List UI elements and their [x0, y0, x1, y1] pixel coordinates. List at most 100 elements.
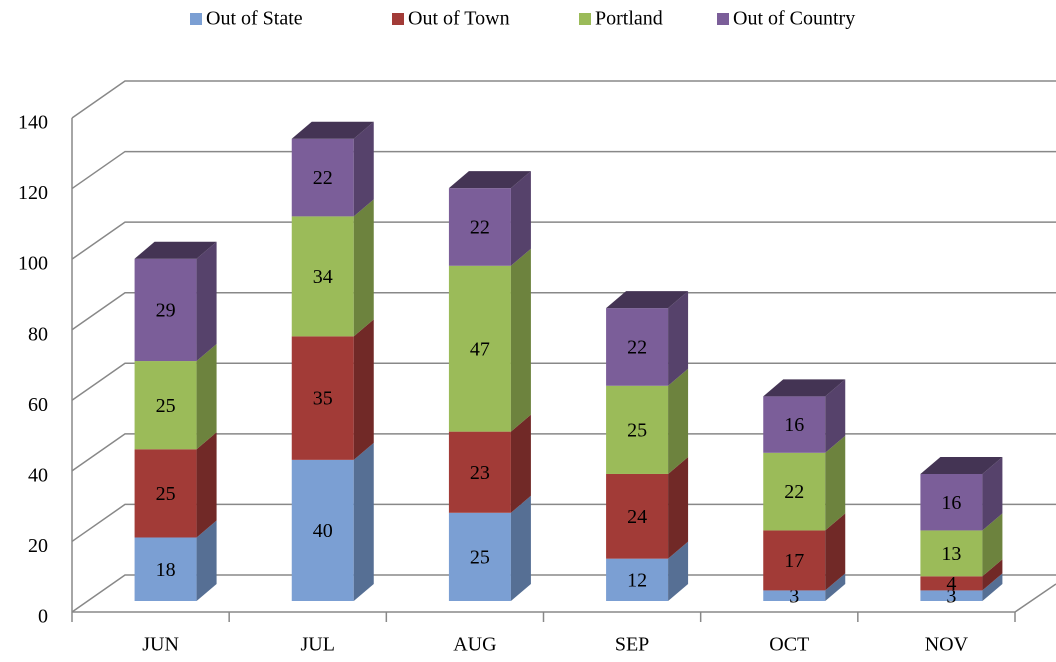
data-label: 22: [313, 167, 333, 189]
bar-segment: [134, 361, 197, 450]
y-tick-label: 40: [28, 464, 48, 486]
bar-segment: [763, 396, 826, 453]
data-label: 25: [470, 546, 490, 568]
bar-segment: [606, 558, 669, 601]
bar-segment: [920, 590, 983, 601]
bar-segment: [448, 431, 511, 513]
bar-top: [920, 456, 1003, 474]
bar-side: [196, 432, 217, 538]
bar-side: [668, 541, 689, 601]
bar-side: [825, 513, 846, 591]
data-label: 25: [156, 483, 176, 505]
bar-segment: [291, 459, 354, 601]
bar-segment: [763, 452, 826, 531]
grid-line: [71, 221, 1056, 260]
grid-line: [71, 150, 1056, 190]
grid-line: [71, 362, 1056, 401]
legend-swatch: [392, 13, 404, 25]
bar-segment: [448, 188, 511, 266]
bar-top: [606, 291, 689, 309]
bar-segment: [134, 537, 197, 601]
legend-swatch: [579, 13, 591, 25]
data-label: 35: [313, 388, 333, 410]
x-tick-label: SEP: [615, 634, 649, 656]
floor-edge: [72, 583, 1056, 613]
bar-segment: [448, 265, 511, 432]
y-tick-label: 60: [28, 394, 48, 416]
data-label: 4: [946, 573, 956, 595]
bar-side: [982, 456, 1003, 531]
data-label: 47: [470, 338, 490, 360]
data-label: 13: [941, 543, 961, 565]
data-label: 16: [941, 492, 961, 514]
bar-segment: [134, 449, 197, 538]
data-label: 40: [313, 520, 333, 542]
bar-segment: [448, 512, 511, 601]
bar-side: [982, 573, 1003, 601]
data-label: 22: [470, 217, 490, 239]
y-tick-label: 120: [18, 182, 48, 204]
bar-side: [510, 414, 531, 513]
legend-swatch: [717, 13, 729, 25]
bar-side: [668, 291, 689, 386]
bar-segment: [920, 530, 983, 577]
bar-side: [668, 368, 689, 474]
data-label: 3: [789, 585, 799, 607]
data-label: 16: [784, 414, 804, 436]
data-label: 34: [313, 266, 333, 288]
bar-side: [982, 513, 1003, 577]
data-label: 23: [470, 462, 490, 484]
bar-side: [510, 248, 531, 432]
x-tick-label: OCT: [769, 634, 809, 656]
grid-line: [71, 80, 1056, 119]
bar-segment: [920, 473, 983, 531]
bar-segment: [763, 530, 826, 591]
grid-line: [71, 433, 1056, 472]
legend-label: Out of Country: [733, 8, 855, 30]
legend-label: Out of Town: [408, 8, 510, 30]
y-tick-label: 140: [18, 112, 48, 134]
bar-side: [510, 171, 531, 266]
data-label: 22: [627, 337, 647, 359]
data-label: 17: [784, 550, 804, 572]
bar-side: [825, 379, 846, 453]
data-label: 24: [627, 506, 647, 528]
data-label: 18: [156, 559, 176, 581]
bar-side: [353, 199, 374, 337]
legend-label: Out of State: [206, 8, 303, 30]
bar-side: [353, 319, 374, 460]
bar-segment: [606, 308, 669, 386]
bar-segment: [920, 576, 983, 591]
x-tick-label: AUG: [453, 634, 496, 656]
bar-top: [763, 379, 846, 397]
bar-side: [825, 573, 846, 601]
bar-top: [448, 171, 531, 189]
bar-segment: [763, 590, 826, 601]
bar-segment: [606, 473, 669, 559]
bar-side: [668, 456, 689, 559]
bar-side: [353, 121, 374, 217]
bar-segment: [606, 385, 669, 474]
y-tick-label: 20: [28, 535, 48, 557]
legend-label: Portland: [595, 8, 663, 30]
bar-side: [353, 442, 374, 601]
data-label: 25: [627, 419, 647, 441]
bar-top: [134, 241, 217, 259]
bar-side: [510, 495, 531, 601]
bar-side: [196, 344, 217, 450]
y-tick-label: 0: [38, 606, 48, 628]
y-tick-label: 80: [28, 323, 48, 345]
data-label: 29: [156, 299, 176, 321]
bar-side: [196, 241, 217, 362]
bar-side: [825, 435, 846, 531]
grid-line: [71, 503, 1056, 543]
x-tick-label: NOV: [925, 634, 969, 656]
bar-segment: [291, 336, 354, 460]
grid-line: [71, 291, 1056, 331]
data-label: 25: [156, 395, 176, 417]
bar-side: [196, 520, 217, 601]
bar-top: [291, 121, 374, 139]
x-tick-label: JUN: [142, 634, 179, 656]
bar-side: [982, 559, 1003, 591]
